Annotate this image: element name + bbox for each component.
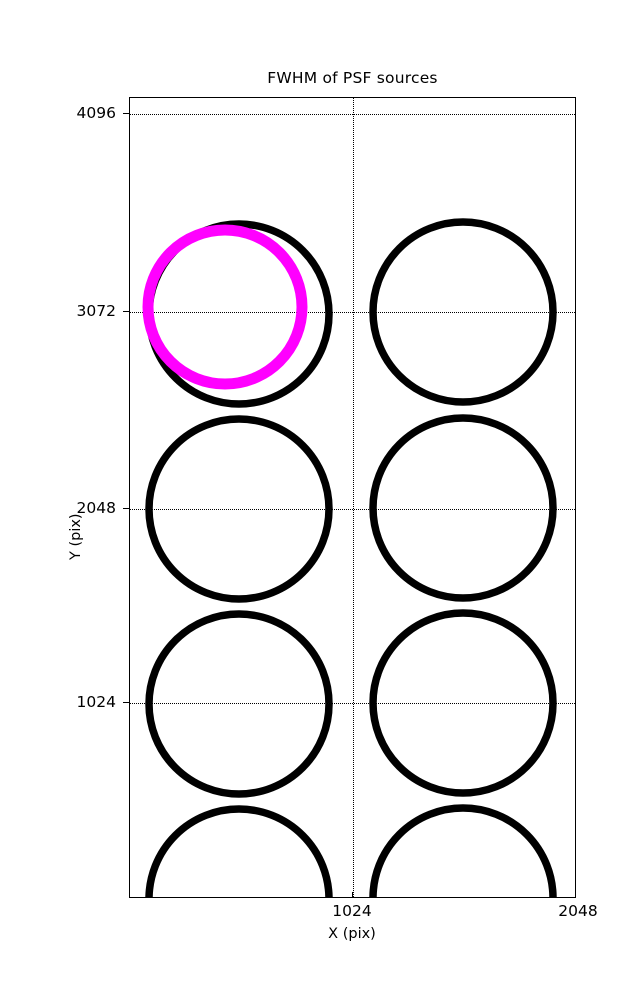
tick-mark-x	[352, 892, 353, 898]
psf-circle	[145, 220, 333, 408]
tick-label-y-3072: 3072	[76, 302, 116, 320]
tick-mark-y	[123, 113, 129, 114]
psf-circle	[369, 804, 557, 897]
tick-mark-y	[123, 508, 129, 509]
gridline-y-3072	[130, 312, 575, 313]
axis-label-y: Y (pix)	[68, 513, 84, 560]
gridline-y-2048	[130, 509, 575, 510]
tick-label-x-2048: 2048	[558, 902, 598, 920]
tick-label-x-1024: 1024	[332, 902, 372, 920]
tick-label-y-1024: 1024	[76, 693, 116, 711]
gridline-y-1024	[130, 703, 575, 704]
axis-label-x: X (pix)	[328, 926, 376, 942]
tick-mark-y	[123, 311, 129, 312]
tick-mark-y	[123, 702, 129, 703]
tick-label-y-4096: 4096	[76, 104, 116, 122]
page-title: FWHM of PSF sources	[267, 69, 438, 87]
gridline-y-4096	[130, 114, 575, 115]
plot-axes-area	[129, 97, 576, 898]
reference-circle	[142, 224, 308, 390]
psf-circle	[145, 610, 333, 798]
tick-label-y-2048: 2048	[76, 499, 116, 517]
psf-circle	[145, 805, 333, 897]
tick-mark-x	[575, 892, 576, 898]
gridline-x-1024	[353, 98, 354, 897]
psf-circle	[369, 414, 557, 602]
